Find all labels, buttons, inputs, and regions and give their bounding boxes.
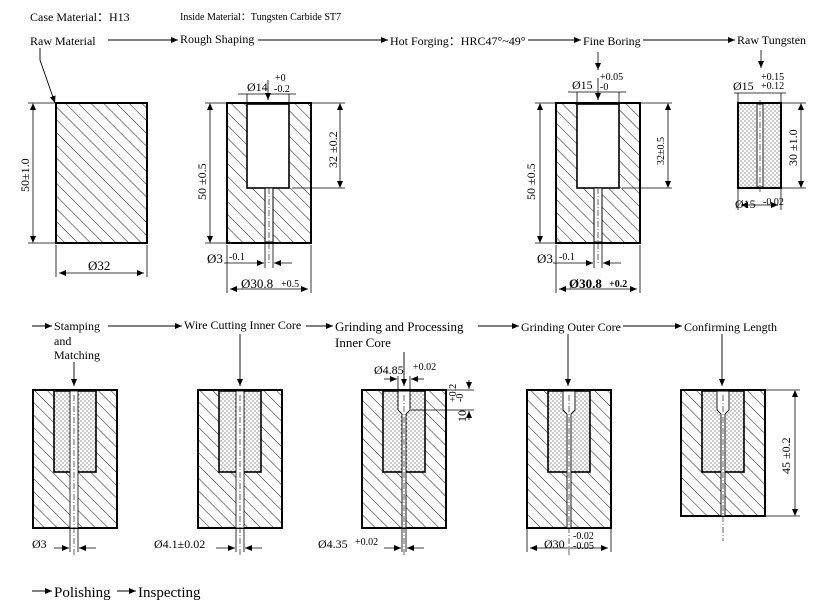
step-grinding-inner-1: Grinding and Processing (335, 319, 464, 334)
fine-outer-tol: +0.2 (609, 279, 627, 290)
step-rough-shaping: Rough Shaping (180, 32, 254, 46)
fine-height-dim: 50 ±0.5 (524, 163, 538, 200)
step-stamping-2: and (54, 334, 71, 348)
fine-hole-tol: -0.1 (559, 252, 575, 263)
step-stamping-3: Matching (54, 348, 100, 362)
rough-height-dim: 50 ±0.5 (195, 163, 209, 200)
step-grinding-inner-2: Inner Core (335, 335, 391, 350)
rough-depth-dim: 32 ±0.2 (326, 131, 340, 168)
final-height-dim: 45 ±0.2 (779, 437, 793, 474)
raw-material-part: 50±1.0 Ø32 (18, 102, 148, 277)
grind-top-tol: +0.02 (413, 362, 436, 373)
wire-cutting-part: Ø4.1±0.02 (154, 389, 283, 555)
grinding-inner-part: Ø4.85 +0.02 10 +0.2 -0 Ø4.35 +0.02 (318, 362, 474, 555)
grind-hole-dia: Ø4.35 (318, 537, 348, 551)
step-wire-cutting: Wire Cutting Inner Core (184, 318, 301, 332)
raw-height-dim: 50±1.0 (18, 158, 32, 192)
top-flow-arrows (39, 37, 735, 104)
case-material-label: Case Material：H13 (30, 10, 130, 24)
rough-outer-dia: Ø30.8 (241, 276, 273, 291)
bottom-flow-arrows (32, 323, 725, 386)
stamp-hole-dia: Ø3 (32, 537, 47, 551)
rough-hole-dia: Ø3 (207, 251, 223, 266)
fine-top-minus: -0 (600, 82, 608, 93)
step-confirming-length: Confirming Length (684, 320, 777, 334)
fine-top-dia: Ø15 (572, 78, 593, 92)
step-grinding-outer: Grinding Outer Core (521, 320, 621, 334)
step-raw-material: Raw Material (30, 34, 96, 48)
fine-boring-part: Ø15 +0.05 -0 50 ±0.5 32±0.5 Ø3 -0.1 Ø30.… (524, 52, 672, 293)
fine-depth-dim: 32±0.5 (656, 137, 667, 165)
fine-top-plus: +0.05 (600, 72, 623, 83)
grind-depth-dim: 10 (455, 410, 469, 422)
grind-depth-plus: +0.2 (448, 384, 459, 402)
grind-depth-minus: -0 (455, 394, 466, 402)
tung-top-minus: +0.12 (761, 81, 784, 92)
fine-outer-dia: Ø30.8 (569, 276, 602, 291)
tung-bottom-tol: -0.02 (763, 197, 784, 208)
raw-diameter-dim: Ø32 (88, 258, 110, 273)
step-stamping-1: Stamping (54, 319, 100, 333)
tung-top-plus: +0.15 (761, 72, 784, 83)
tung-height-dim: 30 ±1.0 (786, 129, 800, 166)
tung-top-dia: Ø15 (733, 79, 754, 93)
raw-tungsten-part: Ø15 +0.15 +0.12 30 ±1.0 Ø15 -0.02 (733, 50, 806, 211)
outer-dia-plus: -0.02 (573, 531, 594, 542)
grind-hole-tol: +0.02 (355, 537, 378, 548)
inside-material-label: Inside Material：Tungsten Carbide ST7 (180, 12, 341, 23)
step-hot-forging: Hot Forging：HRC47°~49° (390, 34, 526, 48)
rough-shaping-part: Ø14 +0 -0.2 50 ±0.5 32 ±0.2 Ø3 -0.1 Ø30.… (195, 73, 345, 293)
grind-top-dia: Ø4.85 (374, 363, 404, 377)
tung-bottom-dia: Ø15 (735, 197, 756, 211)
step-raw-tungsten: Raw Tungsten (737, 33, 806, 47)
rough-top-dia: Ø14 (247, 80, 268, 94)
fine-hole-dia: Ø3 (537, 251, 553, 266)
outer-dia-minus: -0.05 (573, 541, 594, 552)
rough-top-minus: -0.2 (274, 84, 290, 95)
stamping-part: Ø3 (32, 389, 118, 555)
rough-hole-tol: -0.1 (229, 252, 245, 263)
outer-dia: Ø30 (544, 537, 565, 551)
wire-hole-dia: Ø4.1±0.02 (154, 537, 205, 551)
grinding-outer-part: Ø30 -0.02 -0.05 (526, 389, 612, 555)
rough-top-plus: +0 (275, 73, 286, 84)
step-inspecting: Inspecting (138, 585, 201, 601)
rough-outer-tol: +0.5 (281, 279, 299, 290)
step-polishing: Polishing (54, 585, 111, 601)
step-fine-boring: Fine Boring (583, 34, 641, 48)
confirming-length-part: 45 ±0.2 (680, 389, 800, 541)
